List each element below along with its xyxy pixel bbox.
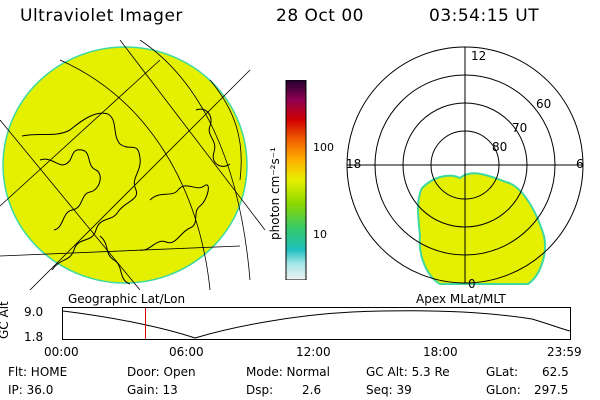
geo-panel-label: Geographic Lat/Lon	[68, 292, 186, 306]
timeline-ylabel: GC Alt	[0, 301, 11, 339]
status-gain: Gain: 13	[127, 383, 178, 397]
coastline	[39, 149, 101, 231]
status-glon-label: GLon:	[486, 383, 521, 397]
colorbar-tick-label: 100	[313, 141, 334, 154]
colorbar-unit-label: photon cm⁻²s⁻¹	[268, 147, 282, 240]
status-flt: Flt: HOME	[8, 365, 68, 379]
lat-label-80: 80	[492, 140, 507, 154]
altitude-timeline[interactable]	[62, 307, 572, 341]
polar-grid	[346, 46, 584, 284]
polar-panel-label: Apex MLat/MLT	[416, 292, 506, 306]
lat-lon-grid	[0, 40, 265, 290]
timeline-xtick: 06:00	[169, 345, 204, 359]
mlt-label-6: 6	[576, 157, 584, 171]
time-label: 03:54:15 UT	[429, 6, 540, 26]
coastline	[99, 235, 131, 285]
lat-label-60: 60	[536, 97, 551, 111]
timeline-xtick: 00:00	[44, 345, 79, 359]
status-dsp-label: Dsp:	[246, 383, 274, 397]
coastline	[195, 108, 231, 167]
coastline	[139, 184, 209, 251]
timeline-ytick: 9.0	[24, 305, 44, 319]
timeline-xtick: 23:59	[547, 345, 582, 359]
polar-plot[interactable]: 12 18 6 0 60 70 80	[340, 40, 590, 290]
status-seq: Seq: 39	[366, 383, 412, 397]
status-dsp-value: 2.6	[302, 383, 322, 397]
coastline	[21, 112, 141, 271]
status-glat-value: 62.5	[542, 365, 569, 379]
altitude-curve	[62, 310, 571, 339]
status-glat-label: GLat:	[486, 365, 519, 379]
date-label: 28 Oct 00	[276, 6, 364, 26]
status-glon-value: 297.5	[534, 383, 569, 397]
status-mode: Mode: Normal	[246, 365, 330, 379]
status-door: Door: Open	[127, 365, 196, 379]
timeline-ytick: 1.8	[24, 330, 44, 344]
timeline-xtick: 18:00	[423, 345, 458, 359]
mlt-label-18: 18	[346, 157, 361, 171]
app-title: Ultraviolet Imager	[20, 6, 183, 26]
geographic-map[interactable]	[0, 40, 265, 290]
mlt-label-12: 12	[471, 49, 486, 63]
status-gc-alt: GC Alt: 5.3 Re	[366, 365, 450, 379]
colorbar	[285, 80, 307, 280]
timeline-xtick: 12:00	[296, 345, 331, 359]
lat-label-70: 70	[512, 121, 527, 135]
mlt-label-0: 0	[468, 277, 476, 290]
status-ip: IP: 36.0	[8, 383, 54, 397]
colorbar-tick-label: 10	[313, 228, 327, 241]
aurora-image-polar	[417, 172, 546, 285]
